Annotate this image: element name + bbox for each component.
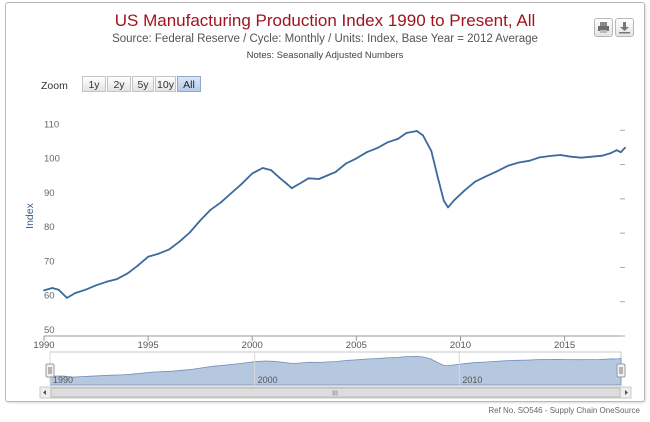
zoom-button-All[interactable]: All bbox=[177, 76, 201, 92]
zoom-button-5y[interactable]: 5y bbox=[132, 76, 154, 92]
chart-container bbox=[5, 2, 645, 402]
zoom-button-1y[interactable]: 1y bbox=[82, 76, 106, 92]
footer-reference: Ref No. SO546 - Supply Chain OneSource bbox=[488, 406, 640, 415]
zoom-button-2y[interactable]: 2y bbox=[107, 76, 131, 92]
zoom-label: Zoom bbox=[41, 80, 68, 92]
chart-notes: Notes: Seasonally Adjusted Numbers bbox=[246, 50, 404, 61]
download-icon bbox=[619, 22, 630, 34]
print-icon bbox=[598, 22, 609, 33]
zoom-button-10y[interactable]: 10y bbox=[155, 76, 176, 92]
download-button[interactable] bbox=[615, 18, 634, 37]
print-button[interactable] bbox=[594, 18, 613, 37]
chart-subtitle: Source: Federal Reserve / Cycle: Monthly… bbox=[112, 33, 538, 45]
chart-title: US Manufacturing Production Index 1990 t… bbox=[114, 11, 536, 30]
